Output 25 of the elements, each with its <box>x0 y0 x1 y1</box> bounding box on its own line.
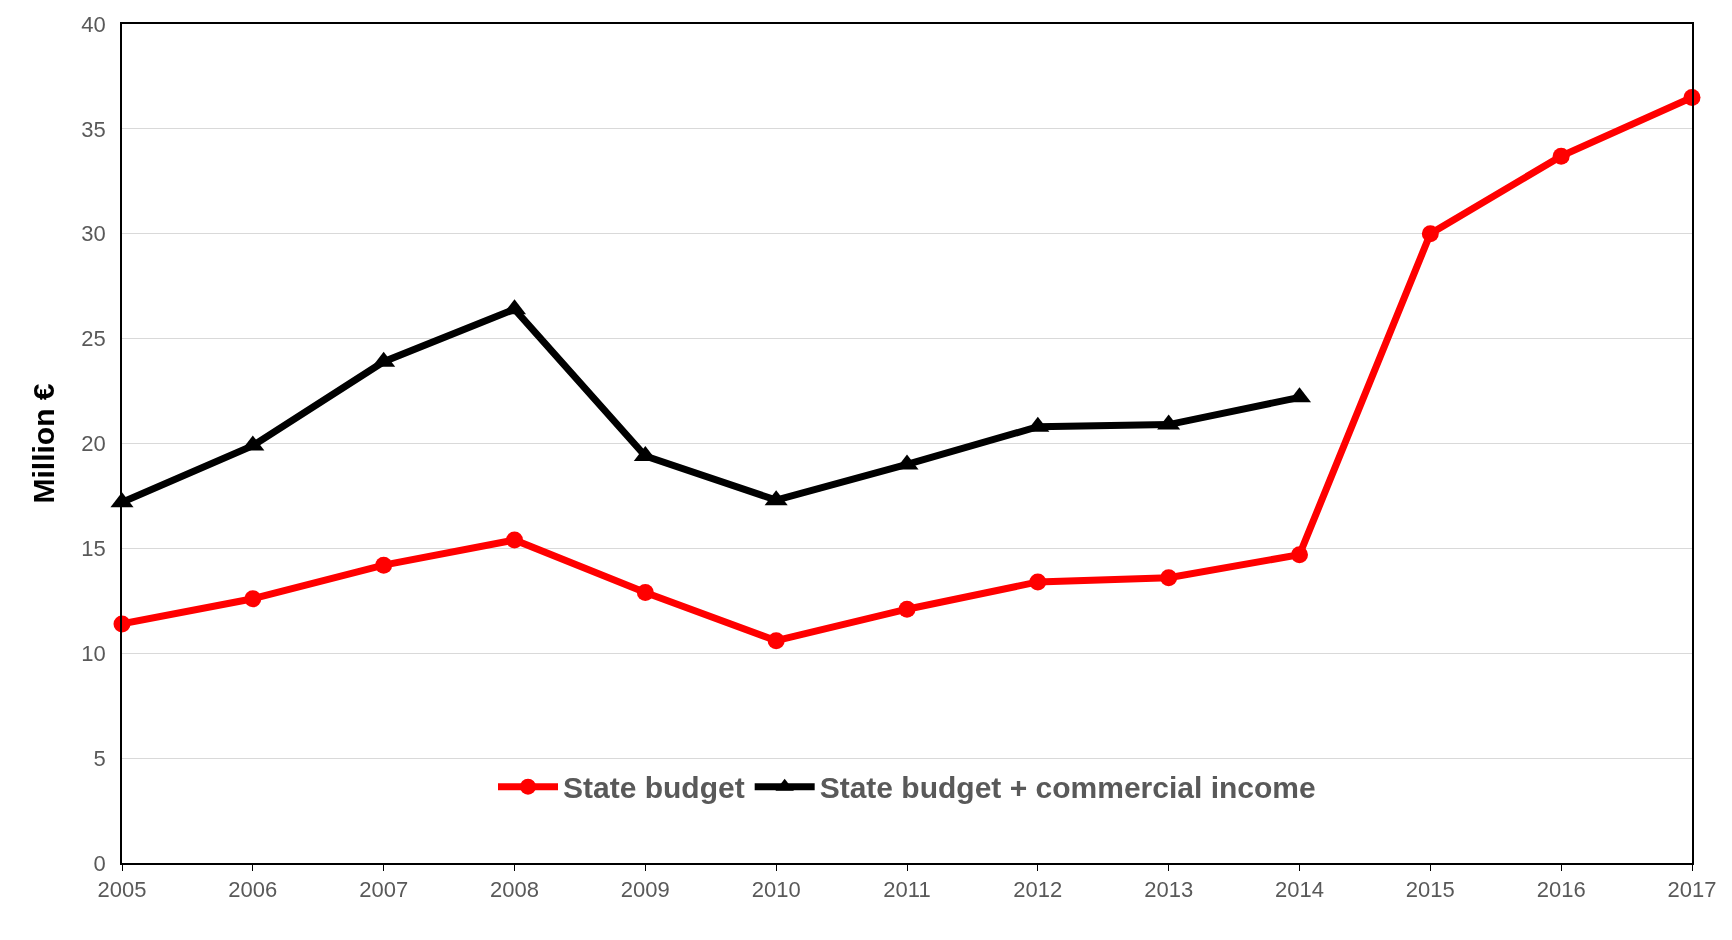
y-tick-label: 25 <box>81 326 106 352</box>
x-tick-label: 2007 <box>359 877 409 903</box>
y-tick-label: 15 <box>81 536 106 562</box>
legend-label: State budget + commercial income <box>819 771 1316 805</box>
y-tick-label: 0 <box>93 850 106 876</box>
y-tick-label: 40 <box>81 11 106 37</box>
y-tick-label: 10 <box>81 640 106 666</box>
x-tick-label: 2014 <box>1275 877 1324 903</box>
y-tick-label: 30 <box>81 221 106 247</box>
x-tick-label: 2013 <box>1144 877 1194 903</box>
x-tick-label: 2016 <box>1536 877 1586 903</box>
x-tick-label: 2017 <box>1667 877 1717 903</box>
x-tick-label: 2015 <box>1405 877 1455 903</box>
x-tick-label: 2010 <box>751 877 801 903</box>
x-tick-label: 2009 <box>620 877 670 903</box>
y-tick-label: 35 <box>81 116 106 142</box>
y-tick-label: 5 <box>93 745 106 771</box>
x-tick-label: 2005 <box>97 877 147 903</box>
y-axis-title: Million € <box>26 383 60 504</box>
x-tick-label: 2006 <box>228 877 278 903</box>
x-tick-label: 2012 <box>1013 877 1063 903</box>
x-tick-label: 2011 <box>883 877 931 903</box>
legend-label: State budget <box>563 771 745 805</box>
y-tick-label: 20 <box>81 431 106 457</box>
x-tick-label: 2008 <box>490 877 539 903</box>
